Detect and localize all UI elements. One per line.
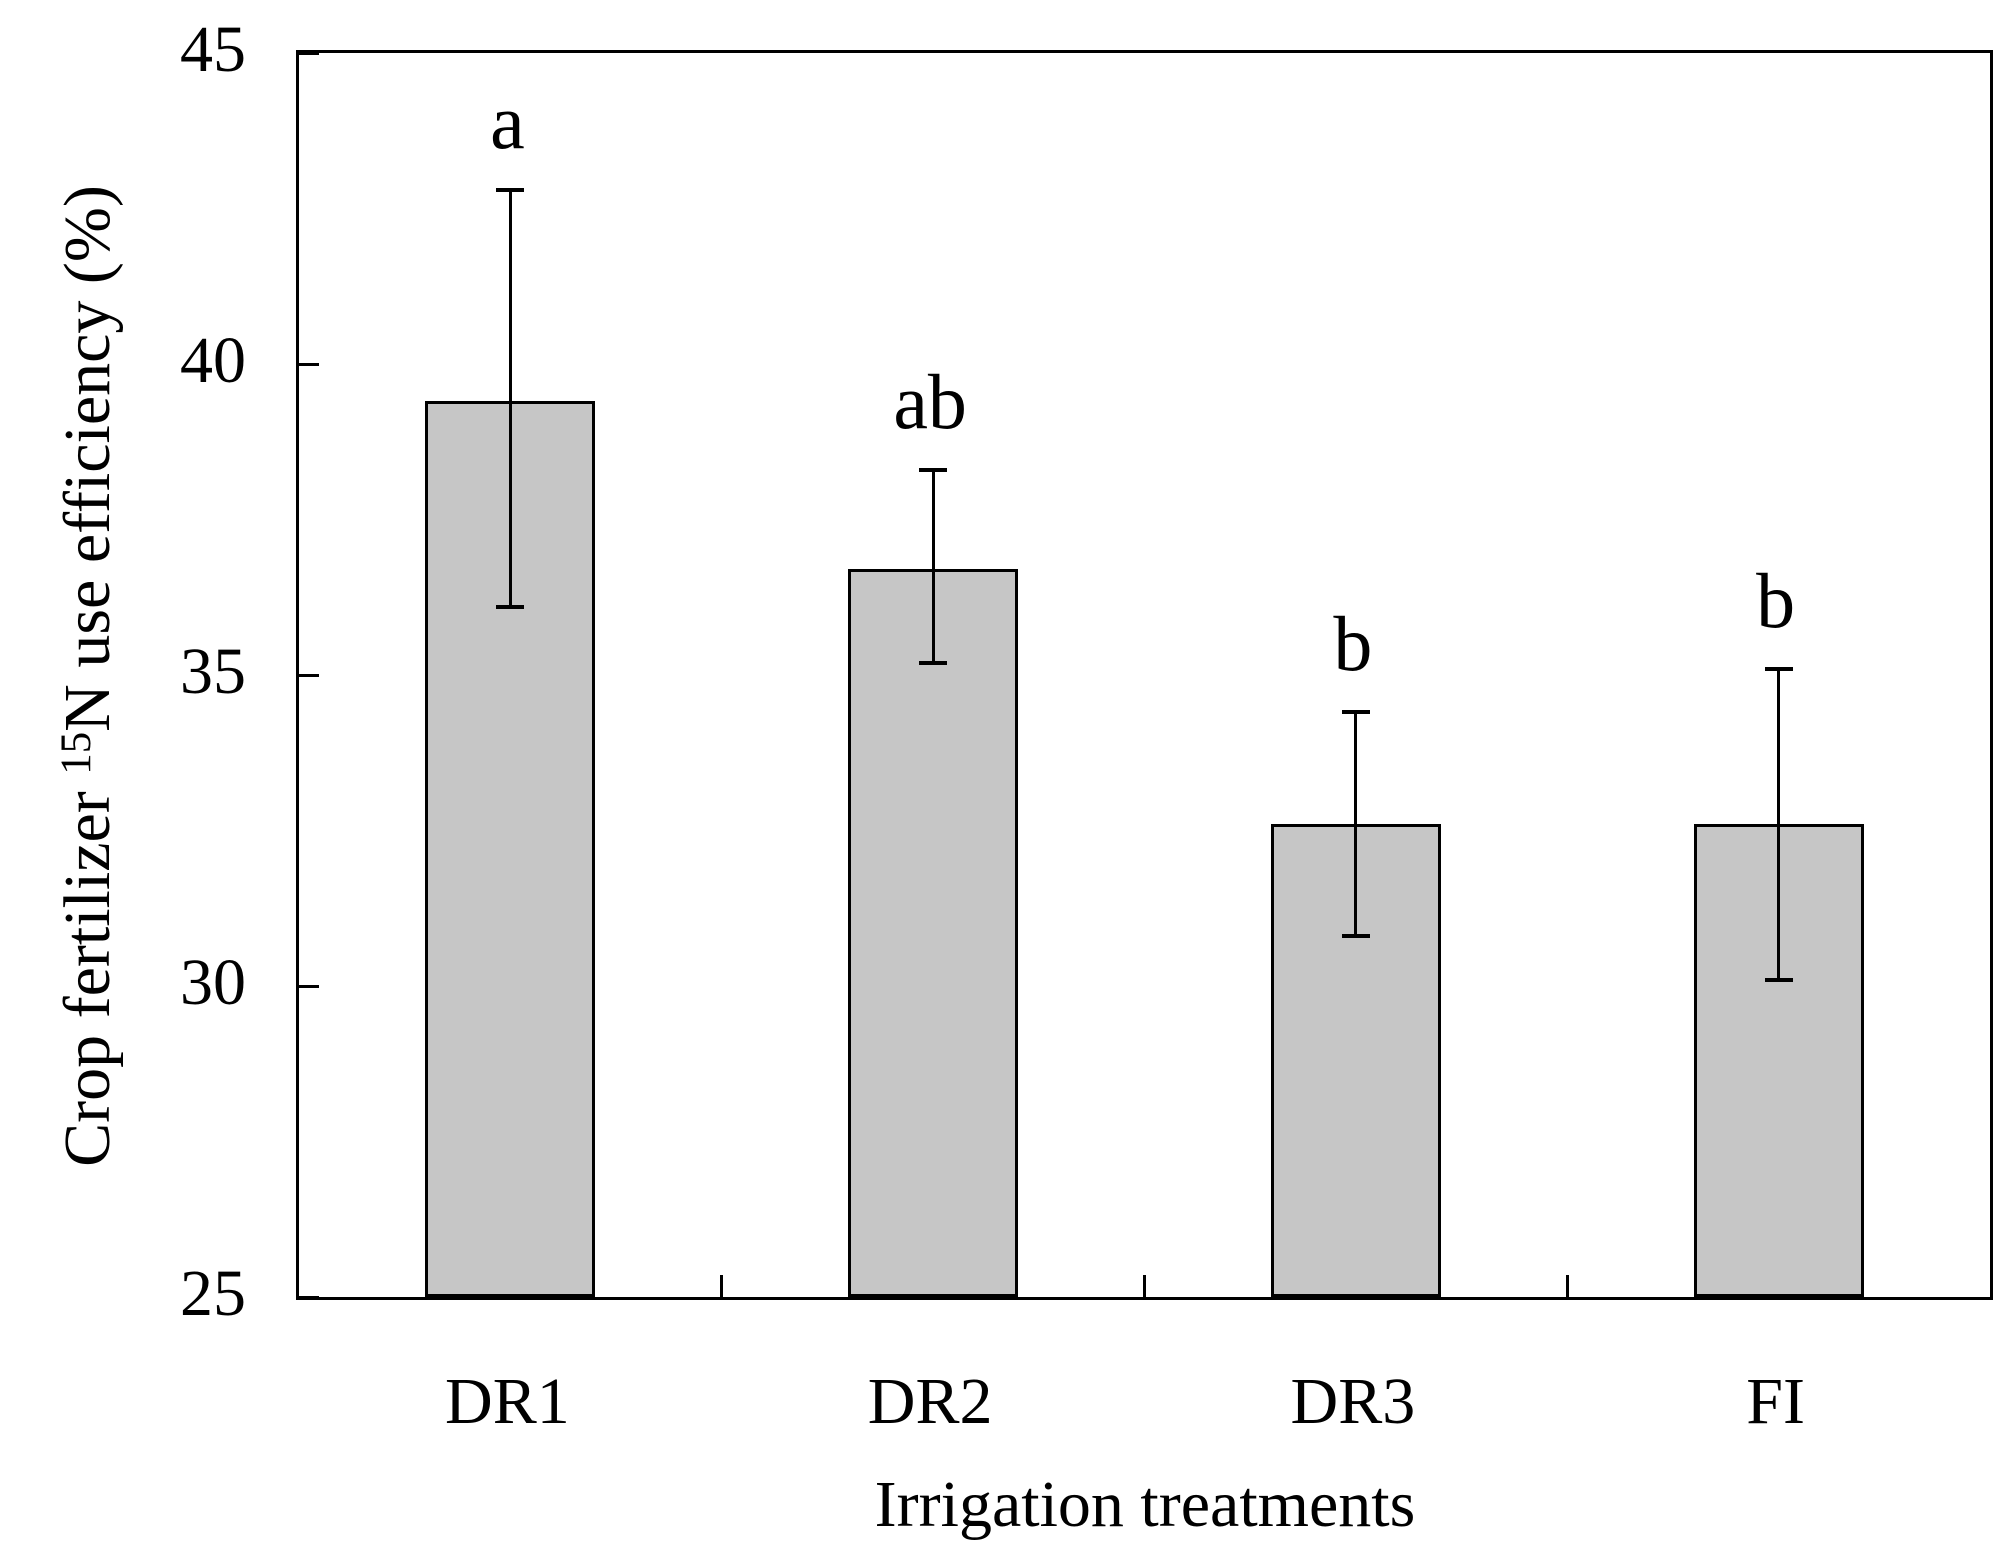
error-bar-cap-bottom bbox=[919, 660, 948, 665]
error-bar-cap-bottom bbox=[496, 604, 525, 609]
significance-letter: a bbox=[490, 77, 525, 165]
plot-area bbox=[296, 50, 1993, 1300]
error-bar-cap-top bbox=[496, 187, 525, 192]
x-category-label-dr2: DR2 bbox=[867, 1365, 993, 1438]
x-category-label-dr1: DR1 bbox=[445, 1365, 570, 1438]
x-category-label-fi: FI bbox=[1746, 1365, 1805, 1438]
y-axis-tick-label: 30 bbox=[180, 946, 246, 1019]
y-axis-tick-label: 35 bbox=[180, 635, 246, 708]
x-axis-title: Irrigation treatments bbox=[874, 1468, 1416, 1541]
error-bar-cap-top bbox=[1764, 666, 1793, 671]
y-axis-tick bbox=[299, 984, 319, 988]
error-bar-line bbox=[1777, 668, 1781, 980]
error-bar-line bbox=[1354, 712, 1358, 937]
error-bar-cap-top bbox=[1341, 710, 1370, 715]
significance-letter: b bbox=[1756, 556, 1796, 644]
x-category-label-dr3: DR3 bbox=[1290, 1365, 1416, 1438]
error-bar-line bbox=[508, 189, 512, 607]
x-axis-tick bbox=[1565, 1275, 1569, 1297]
y-axis-tick-label: 40 bbox=[180, 324, 246, 397]
error-bar-cap-top bbox=[919, 467, 948, 472]
y-axis-tick-label: 45 bbox=[180, 13, 246, 86]
error-bar-cap-bottom bbox=[1341, 934, 1370, 939]
y-axis-tick bbox=[299, 673, 319, 677]
x-axis-tick bbox=[720, 1275, 724, 1297]
error-bar-cap-bottom bbox=[1764, 977, 1793, 982]
y-axis-tick bbox=[299, 362, 319, 366]
x-axis-tick bbox=[1143, 1275, 1146, 1297]
y-axis-tick bbox=[299, 51, 319, 55]
significance-letter: ab bbox=[893, 357, 967, 445]
y-axis-title-superscript: 15 bbox=[52, 731, 100, 775]
y-axis-tick bbox=[299, 1295, 319, 1299]
y-axis-tick-label: 25 bbox=[180, 1257, 246, 1330]
bar-dr2 bbox=[848, 569, 1019, 1297]
significance-letter: b bbox=[1333, 600, 1373, 688]
error-bar-line bbox=[931, 469, 935, 663]
